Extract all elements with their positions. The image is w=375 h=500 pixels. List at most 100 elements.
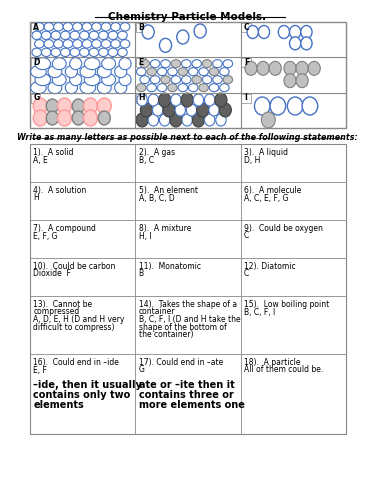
Circle shape	[247, 26, 258, 38]
Ellipse shape	[60, 48, 70, 56]
Ellipse shape	[51, 48, 60, 56]
Ellipse shape	[54, 22, 63, 31]
Ellipse shape	[80, 82, 96, 94]
Circle shape	[296, 74, 308, 88]
Text: 7).  A compound: 7). A compound	[33, 224, 96, 233]
Text: 17). Could end in –ate: 17). Could end in –ate	[139, 358, 223, 367]
Ellipse shape	[70, 48, 80, 56]
Circle shape	[175, 104, 185, 116]
Circle shape	[84, 110, 98, 126]
Circle shape	[159, 93, 171, 107]
Ellipse shape	[92, 22, 101, 31]
Text: 8).  A mixture: 8). A mixture	[139, 224, 191, 233]
Circle shape	[159, 38, 172, 52]
Ellipse shape	[60, 31, 70, 40]
Circle shape	[148, 94, 159, 106]
Circle shape	[98, 111, 110, 125]
Ellipse shape	[115, 66, 127, 78]
Text: D: D	[33, 58, 40, 67]
Text: C: C	[244, 270, 249, 278]
Text: B, C: B, C	[139, 156, 154, 164]
Circle shape	[270, 97, 286, 115]
Ellipse shape	[140, 60, 150, 68]
Text: 18).  A particle: 18). A particle	[244, 358, 300, 367]
Ellipse shape	[52, 58, 66, 70]
Circle shape	[57, 98, 71, 114]
Ellipse shape	[209, 68, 219, 76]
Ellipse shape	[223, 60, 232, 68]
Ellipse shape	[82, 22, 92, 31]
Text: G: G	[139, 366, 144, 374]
Ellipse shape	[89, 31, 99, 40]
Circle shape	[255, 97, 270, 115]
Ellipse shape	[70, 74, 82, 86]
Circle shape	[284, 74, 296, 88]
Text: B: B	[139, 270, 144, 278]
Text: E, F, G: E, F, G	[33, 232, 58, 240]
Ellipse shape	[213, 60, 222, 68]
Text: 11).  Monatomic: 11). Monatomic	[139, 262, 201, 271]
Ellipse shape	[161, 60, 170, 68]
Ellipse shape	[171, 60, 181, 68]
Circle shape	[301, 37, 312, 50]
Text: 5).  An element: 5). An element	[139, 186, 198, 195]
Text: A, C, E, F, G: A, C, E, F, G	[244, 194, 288, 202]
Circle shape	[287, 97, 303, 115]
Ellipse shape	[82, 40, 92, 48]
Ellipse shape	[189, 68, 198, 76]
Ellipse shape	[99, 48, 108, 56]
Ellipse shape	[35, 58, 51, 70]
Ellipse shape	[118, 31, 127, 40]
Circle shape	[258, 26, 270, 38]
Circle shape	[57, 110, 71, 126]
Text: All of them could be.: All of them could be.	[244, 366, 323, 374]
Circle shape	[261, 112, 275, 128]
Circle shape	[209, 104, 219, 116]
Ellipse shape	[157, 68, 167, 76]
Circle shape	[204, 94, 215, 106]
Ellipse shape	[182, 60, 191, 68]
Ellipse shape	[108, 31, 118, 40]
Text: shape of the bottom of: shape of the bottom of	[139, 322, 226, 332]
Ellipse shape	[209, 84, 219, 92]
Ellipse shape	[80, 48, 89, 56]
Text: Chemistry Particle Models.: Chemistry Particle Models.	[108, 12, 267, 22]
Bar	[242, 94, 251, 102]
Circle shape	[302, 97, 318, 115]
Circle shape	[290, 37, 301, 50]
Circle shape	[72, 99, 84, 113]
Ellipse shape	[119, 58, 131, 70]
Circle shape	[137, 94, 147, 106]
Circle shape	[181, 93, 193, 107]
Circle shape	[72, 111, 84, 125]
Text: Write as many letters as possible next to each of the following statements:: Write as many letters as possible next t…	[17, 133, 358, 142]
Circle shape	[204, 114, 215, 126]
Ellipse shape	[220, 84, 229, 92]
Text: C: C	[244, 232, 249, 240]
Text: 15).  Low boiling point: 15). Low boiling point	[244, 300, 329, 309]
Ellipse shape	[44, 40, 54, 48]
Circle shape	[148, 114, 159, 126]
Text: 9).  Could be oxygen: 9). Could be oxygen	[244, 224, 323, 233]
Ellipse shape	[111, 22, 120, 31]
Text: H, I: H, I	[139, 232, 152, 240]
Circle shape	[177, 30, 189, 44]
Text: 3).  A liquid: 3). A liquid	[244, 148, 288, 157]
Circle shape	[193, 94, 204, 106]
Ellipse shape	[119, 74, 131, 86]
Ellipse shape	[70, 31, 80, 40]
Text: more elements one: more elements one	[139, 400, 244, 410]
Text: H: H	[33, 194, 39, 202]
Ellipse shape	[192, 60, 201, 68]
Bar	[136, 58, 146, 68]
Ellipse shape	[54, 40, 63, 48]
Bar	[30, 144, 346, 434]
Circle shape	[257, 62, 269, 76]
Bar	[31, 23, 40, 32]
Circle shape	[142, 25, 154, 39]
Ellipse shape	[63, 22, 73, 31]
Text: A, E: A, E	[33, 156, 48, 164]
Ellipse shape	[35, 74, 51, 86]
Ellipse shape	[199, 84, 208, 92]
Text: H: H	[139, 93, 145, 102]
